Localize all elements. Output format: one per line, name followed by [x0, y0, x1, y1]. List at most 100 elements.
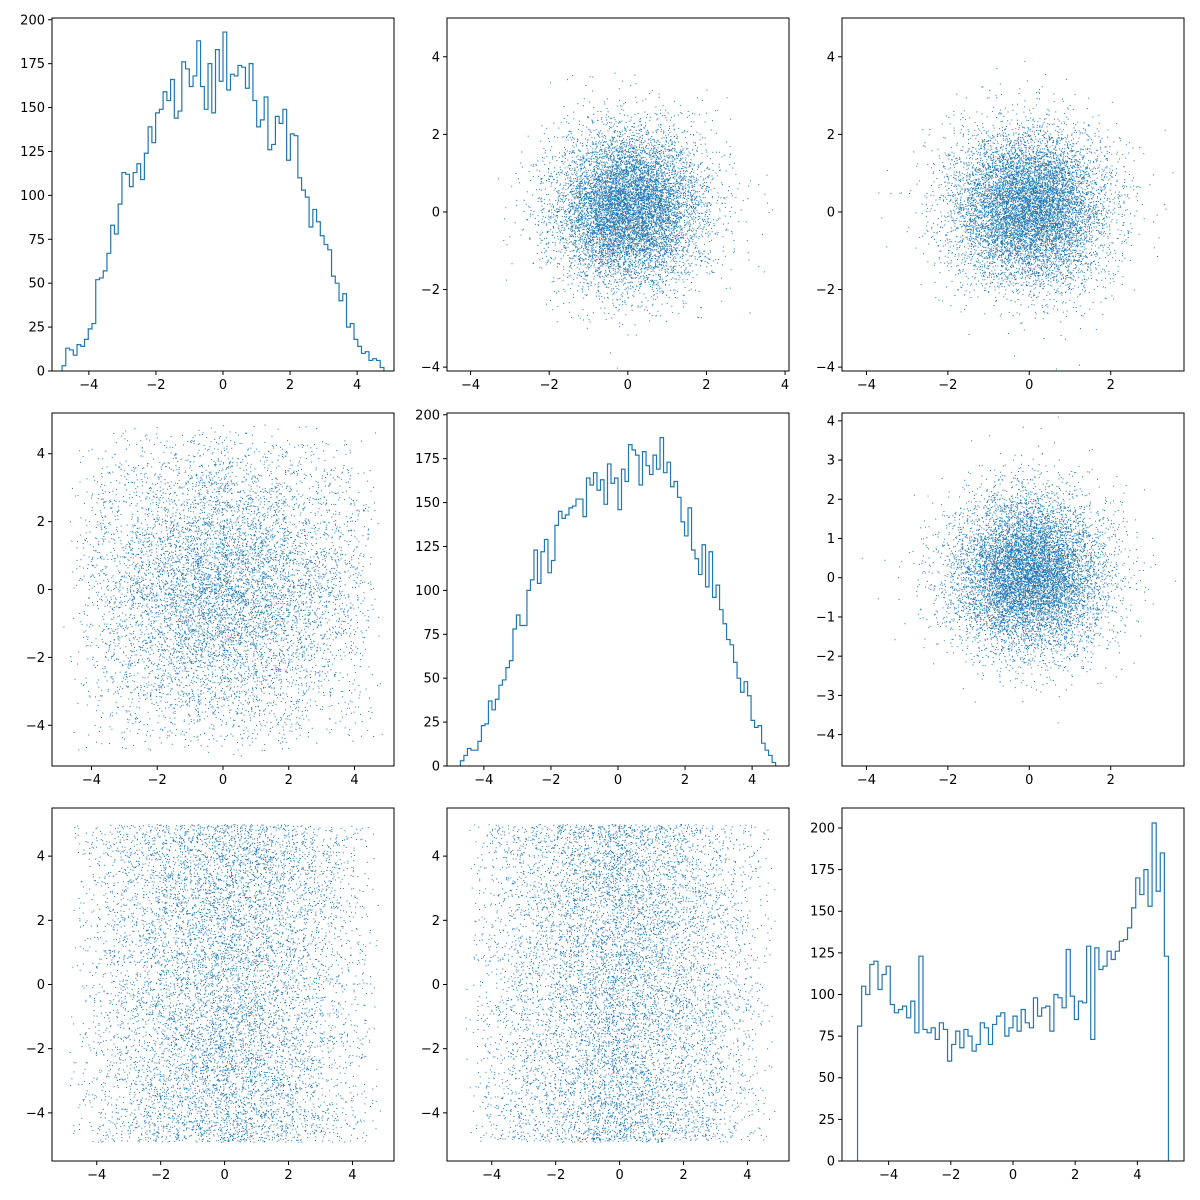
scatter-point — [717, 263, 718, 264]
scatter-point — [572, 231, 573, 232]
y-tick-label: 0 — [37, 365, 45, 380]
scatter-point — [598, 257, 599, 258]
scatter-point — [645, 157, 646, 158]
scatter-point — [567, 79, 568, 80]
scatter-point — [593, 167, 594, 168]
scatter-point — [530, 180, 531, 181]
scatter-point — [682, 228, 683, 229]
scatter-point — [717, 192, 718, 193]
scatter-point — [541, 198, 542, 199]
scatter-point — [582, 220, 583, 221]
scatter-point — [578, 159, 579, 160]
scatter-point — [618, 237, 619, 238]
scatter-point — [645, 122, 646, 123]
scatter-point — [640, 129, 641, 130]
scatter-point — [591, 179, 592, 180]
scatter-point — [635, 246, 636, 247]
x-tick-label: 4 — [353, 378, 361, 393]
scatter-point — [515, 222, 516, 223]
scatter-point — [603, 156, 604, 157]
scatter-point — [617, 368, 618, 369]
scatter-point — [566, 226, 567, 227]
scatter-point — [583, 248, 584, 249]
scatter-point — [681, 176, 682, 177]
scatter-point — [593, 122, 594, 123]
scatter-point — [585, 279, 586, 280]
scatter-point — [636, 166, 637, 167]
scatter-point — [573, 294, 574, 295]
scatter-point — [595, 162, 596, 163]
scatter-point — [666, 244, 667, 245]
panel-scatter-r1c2: −4 −2 0 2 4−4−2024 — [421, 18, 789, 393]
scatter-point — [686, 167, 687, 168]
scatter-point — [563, 266, 564, 267]
scatter-point — [575, 203, 576, 204]
scatter-point — [684, 131, 685, 132]
scatter-point — [601, 250, 602, 251]
scatter-point — [721, 278, 722, 279]
scatter-point — [639, 144, 640, 145]
scatter-point — [639, 256, 640, 257]
scatter-point — [748, 186, 749, 187]
scatter-point — [656, 244, 657, 245]
scatter-point — [641, 125, 642, 126]
scatter-point — [588, 286, 589, 287]
scatter-point — [614, 245, 615, 246]
scatter-point — [558, 199, 559, 200]
scatter-point — [531, 165, 532, 166]
scatter-point — [677, 298, 678, 299]
scatter-point — [612, 141, 613, 142]
scatter-point — [630, 146, 631, 147]
scatter-point — [621, 164, 622, 165]
scatter-point — [646, 218, 647, 219]
y-tick-label: 125 — [20, 145, 45, 160]
scatter-point — [623, 147, 624, 148]
scatter-point — [630, 189, 631, 190]
scatter-point — [636, 247, 637, 248]
scatter-point — [622, 106, 623, 107]
scatter-point — [588, 269, 589, 270]
scatter-point — [662, 145, 663, 146]
scatter-point — [608, 185, 609, 186]
scatter-point — [554, 291, 555, 292]
scatter-point — [590, 218, 591, 219]
scatter-point — [570, 228, 571, 229]
scatter-point — [702, 219, 703, 220]
scatter-point — [678, 128, 679, 129]
scatter-point — [680, 155, 681, 156]
scatter-point — [614, 210, 615, 211]
scatter-point — [735, 197, 736, 198]
x-tick-label: 2 — [286, 378, 294, 393]
scatter-point — [567, 136, 568, 137]
scatter-point — [577, 181, 578, 182]
scatter-point — [710, 182, 711, 183]
scatter-point — [685, 191, 686, 192]
scatter-point — [545, 152, 546, 153]
scatter-point — [643, 233, 644, 234]
scatter-point — [678, 279, 679, 280]
scatter-point — [680, 183, 681, 184]
scatter-point — [623, 196, 624, 197]
scatter-point — [611, 229, 612, 230]
scatter-point — [659, 276, 660, 277]
scatter-point — [646, 237, 647, 238]
scatter-point — [587, 234, 588, 235]
scatter-point — [652, 285, 653, 286]
scatter-point — [645, 112, 646, 113]
scatter-point — [666, 140, 667, 141]
y-tick-label: 150 — [20, 101, 45, 116]
scatter-point — [646, 181, 647, 182]
scatter-point — [705, 212, 706, 213]
scatter-point — [625, 146, 626, 147]
scatter-point — [617, 173, 618, 174]
y-tick-label: 75 — [28, 233, 45, 248]
scatter-point — [599, 200, 600, 201]
scatter-point — [584, 227, 585, 228]
scatter-point — [709, 209, 710, 210]
scatter-point — [599, 206, 600, 207]
scatter-point — [629, 271, 630, 272]
scatter-point — [631, 231, 632, 232]
scatter-point — [653, 150, 654, 151]
scatter-point — [557, 177, 558, 178]
